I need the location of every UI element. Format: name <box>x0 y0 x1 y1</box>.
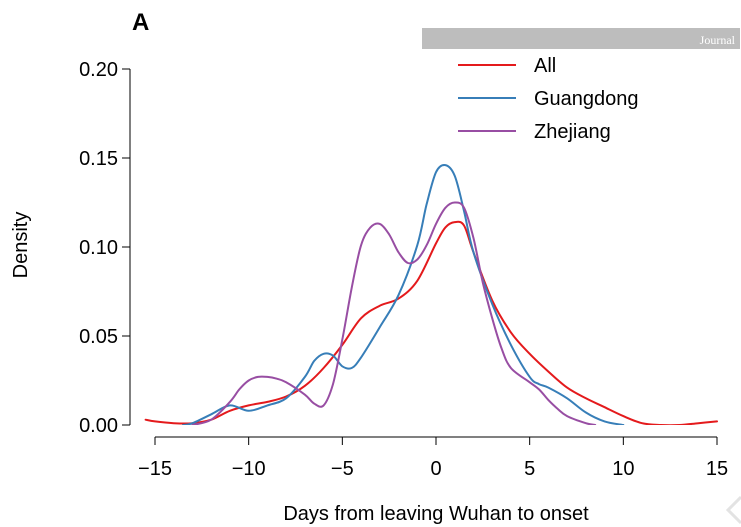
y-tick-label: 0.05 <box>79 326 118 348</box>
x-tick-label: 5 <box>524 458 535 480</box>
legend: All Guangdong Zhejiang <box>458 55 639 143</box>
panel-label: A <box>132 9 149 36</box>
x-tick-label: −10 <box>232 458 266 480</box>
page-corner-icon <box>725 495 741 525</box>
legend-label-all: All <box>534 55 556 77</box>
watermark-bar <box>422 28 740 49</box>
y-tick-label: 0.20 <box>79 59 118 81</box>
x-tick-label: −15 <box>138 458 172 480</box>
x-tick-label: 0 <box>430 458 441 480</box>
y-axis: 0.00 0.05 0.10 0.15 0.20 <box>79 59 131 437</box>
y-tick-label: 0.00 <box>79 415 118 437</box>
y-tick-label: 0.15 <box>79 148 118 170</box>
series-line-zhejiang <box>191 201 597 425</box>
y-tick-label: 0.10 <box>79 237 118 259</box>
plot-lines <box>144 163 718 425</box>
watermark-text: Journal <box>700 33 736 47</box>
series-line-all <box>144 220 718 425</box>
x-axis-title: Days from leaving Wuhan to onset <box>283 503 589 525</box>
watermark: Journal <box>422 28 740 49</box>
y-axis-title: Density <box>10 212 32 279</box>
x-tick-label: −5 <box>331 458 354 480</box>
legend-label-zhejiang: Zhejiang <box>534 121 611 143</box>
x-tick-label: 10 <box>612 458 634 480</box>
series-line-guangdong <box>182 163 625 425</box>
x-tick-label: 15 <box>706 458 728 480</box>
x-axis: −15 −10 −5 0 5 10 15 <box>138 436 728 480</box>
legend-label-guangdong: Guangdong <box>534 88 639 110</box>
